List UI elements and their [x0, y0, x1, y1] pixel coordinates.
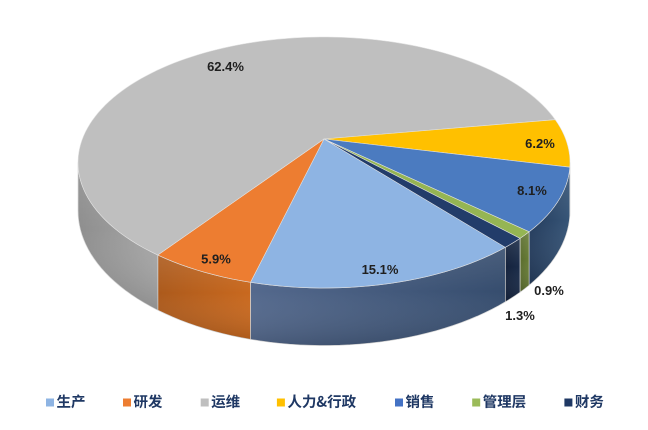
svg-text:5.9%: 5.9% — [201, 252, 231, 267]
svg-text:62.4%: 62.4% — [207, 59, 244, 74]
svg-text:1.3%: 1.3% — [505, 308, 535, 323]
svg-text:0.9%: 0.9% — [534, 283, 564, 298]
svg-text:6.2%: 6.2% — [525, 136, 555, 151]
svg-text:8.1%: 8.1% — [517, 183, 547, 198]
svg-text:15.1%: 15.1% — [362, 262, 399, 277]
